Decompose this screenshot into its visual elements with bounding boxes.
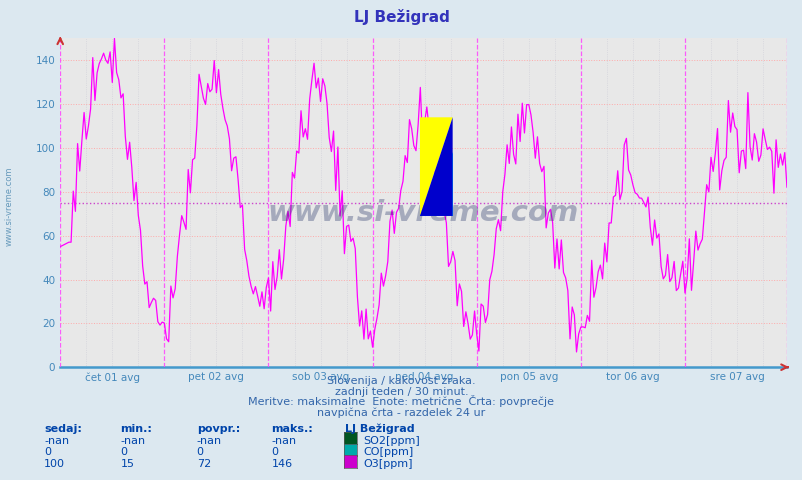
Text: 0: 0 (196, 447, 204, 457)
Polygon shape (419, 152, 452, 216)
Text: 100: 100 (44, 458, 65, 468)
Text: Slovenija / kakovost zraka.: Slovenija / kakovost zraka. (326, 376, 476, 386)
Text: povpr.:: povpr.: (196, 424, 240, 434)
Text: LJ Bežigrad: LJ Bežigrad (353, 9, 449, 24)
Text: www.si-vreme.com: www.si-vreme.com (268, 199, 578, 227)
Text: O3[ppm]: O3[ppm] (363, 458, 412, 468)
Text: www.si-vreme.com: www.si-vreme.com (5, 167, 14, 246)
Text: 15: 15 (120, 458, 134, 468)
Polygon shape (419, 117, 452, 216)
Text: 146: 146 (271, 458, 292, 468)
Text: min.:: min.: (120, 424, 152, 434)
Text: zadnji teden / 30 minut.: zadnji teden / 30 minut. (334, 386, 468, 396)
Text: SO2[ppm]: SO2[ppm] (363, 435, 419, 445)
Text: sedaj:: sedaj: (44, 424, 82, 434)
Text: Meritve: maksimalne  Enote: metrične  Črta: povprečje: Meritve: maksimalne Enote: metrične Črta… (248, 395, 554, 407)
Text: LJ Bežigrad: LJ Bežigrad (345, 423, 415, 434)
Text: -nan: -nan (271, 435, 296, 445)
Text: -nan: -nan (44, 435, 69, 445)
Text: 0: 0 (120, 447, 128, 457)
Text: -nan: -nan (196, 435, 221, 445)
Text: 72: 72 (196, 458, 211, 468)
Text: -nan: -nan (120, 435, 145, 445)
Text: 0: 0 (44, 447, 51, 457)
Text: navpična črta - razdelek 24 ur: navpična črta - razdelek 24 ur (317, 407, 485, 418)
Text: maks.:: maks.: (271, 424, 313, 434)
Text: CO[ppm]: CO[ppm] (363, 447, 413, 457)
Text: 0: 0 (271, 447, 278, 457)
Polygon shape (419, 117, 452, 216)
